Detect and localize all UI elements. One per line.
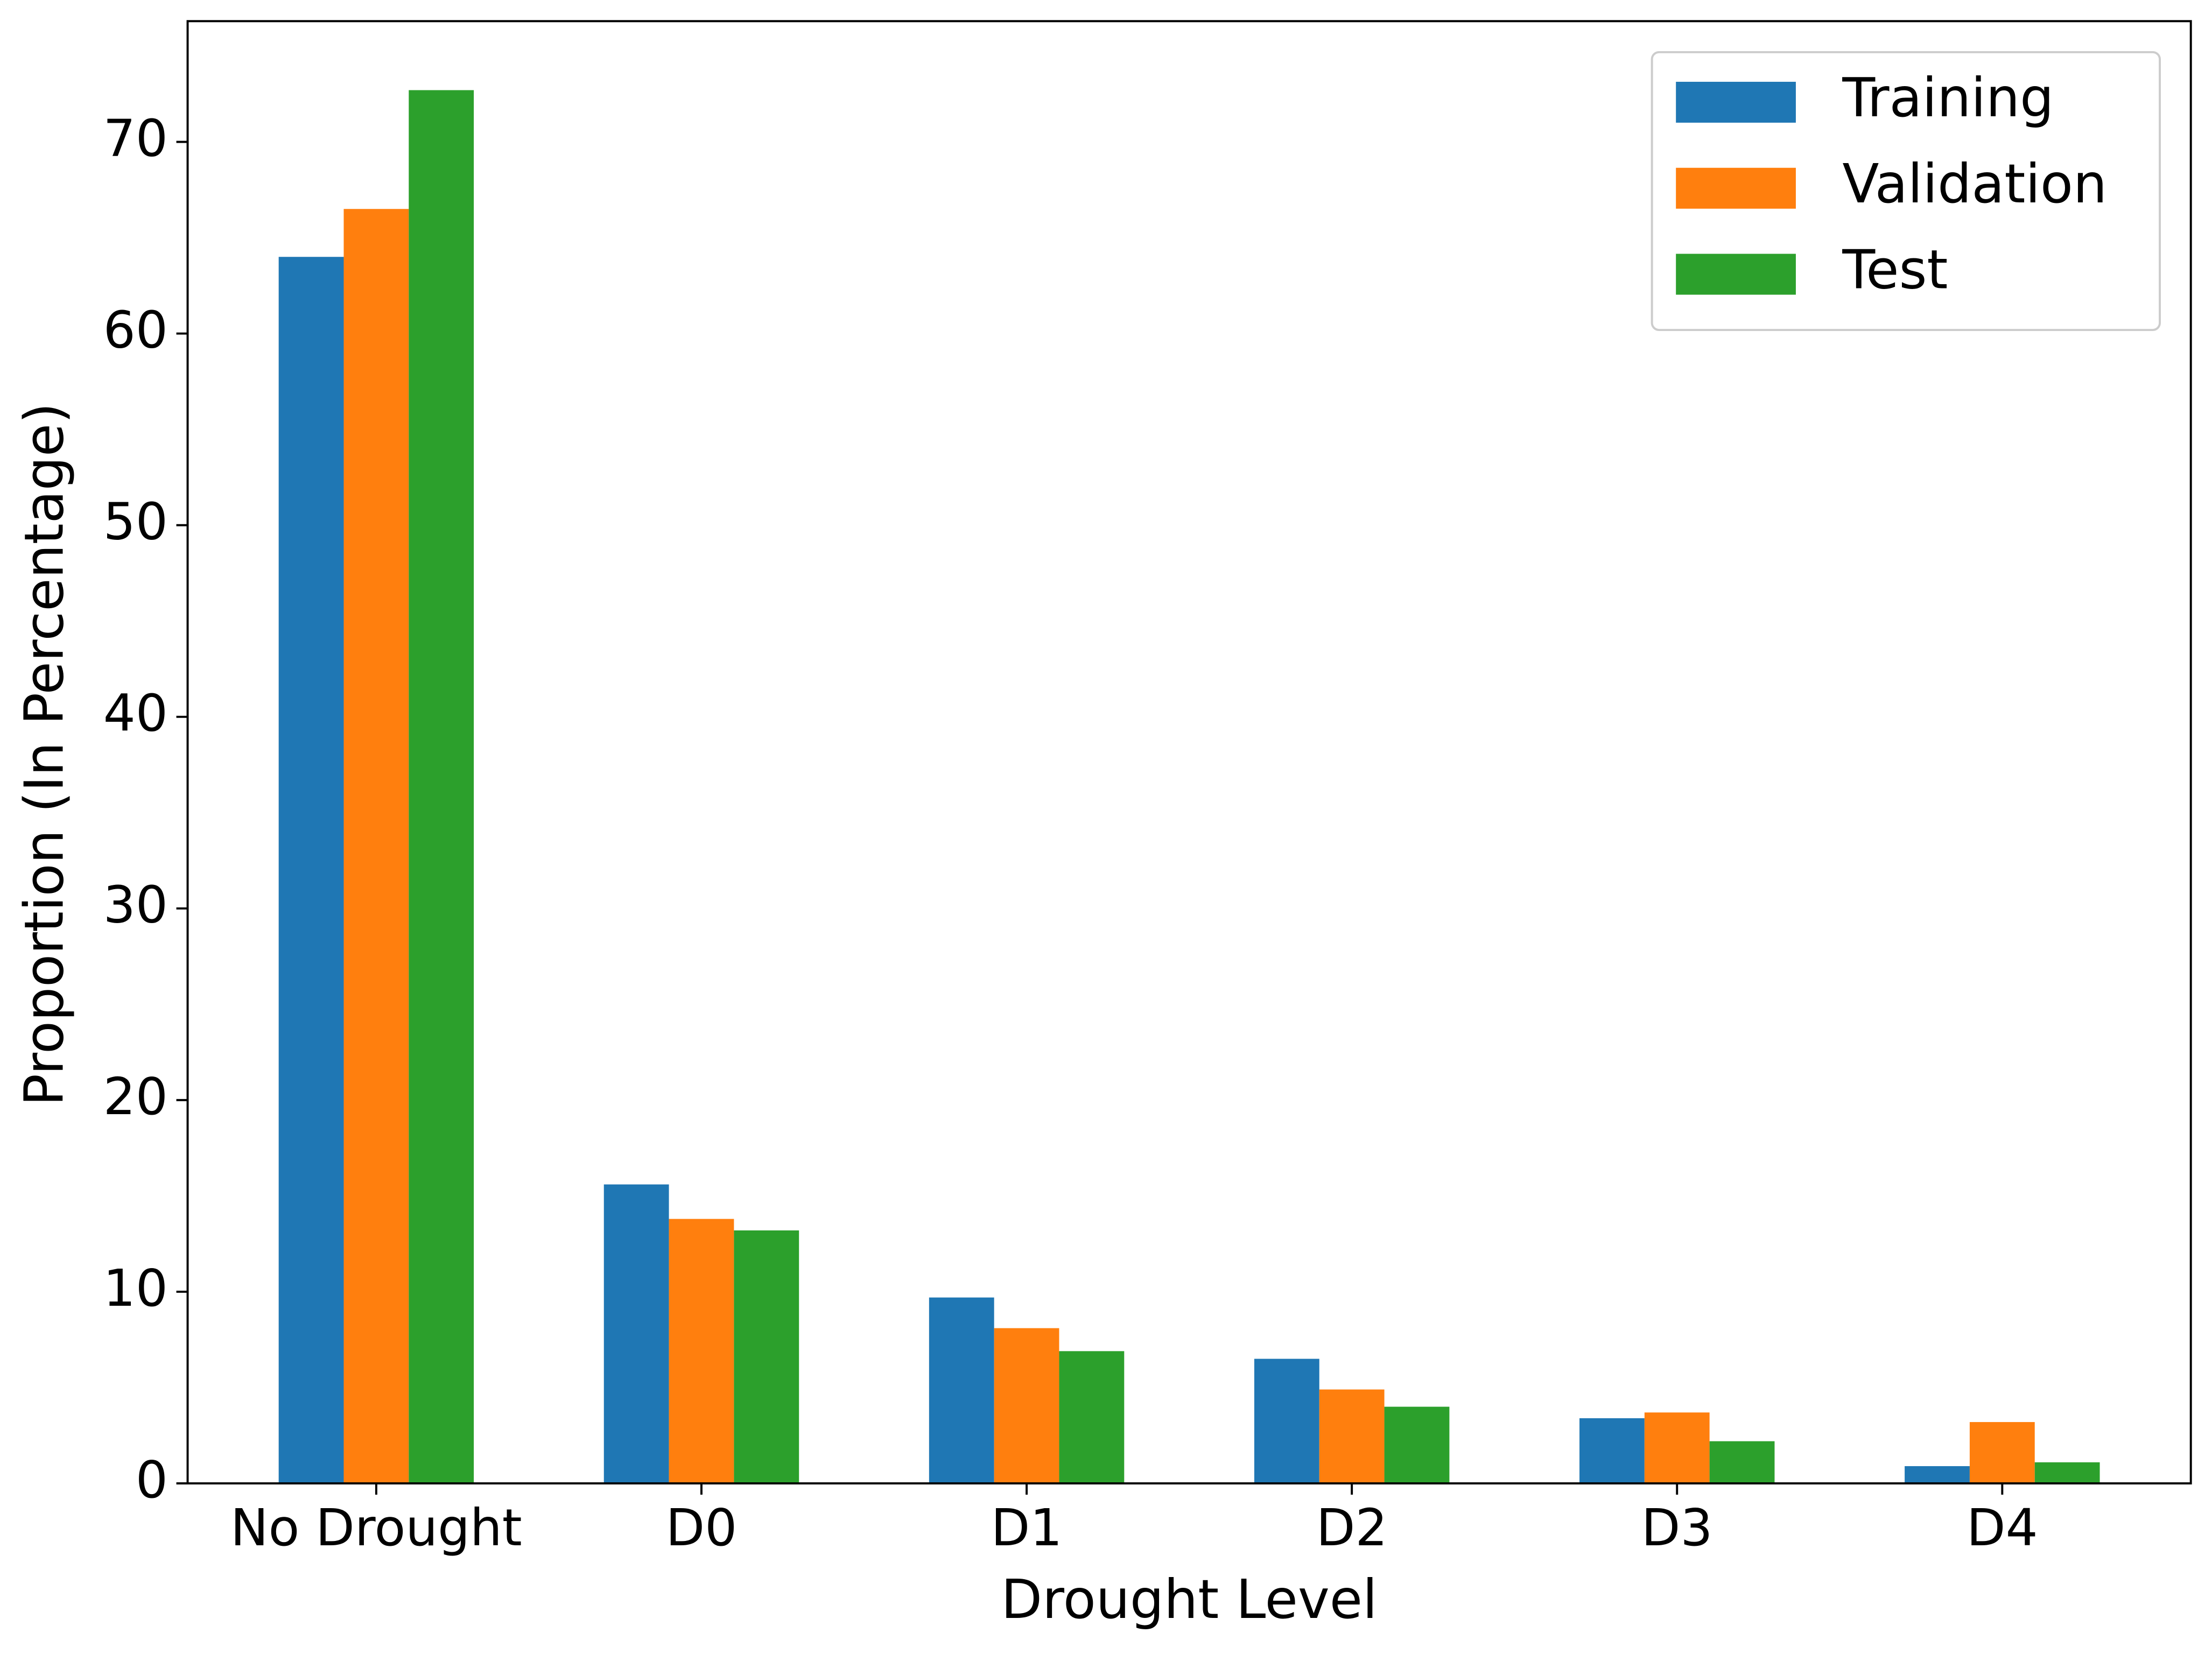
bar	[2034, 1462, 2100, 1484]
y-tick-label: 20	[103, 1067, 168, 1127]
legend: Training Validation Test	[1651, 51, 2161, 331]
bar	[1644, 1412, 1710, 1484]
x-tick-label: D0	[666, 1498, 738, 1558]
legend-swatch	[1676, 254, 1796, 295]
y-tick-label: 60	[103, 301, 168, 360]
x-tick-label: D3	[1641, 1498, 1713, 1558]
y-tick-label: 40	[103, 684, 168, 743]
bar	[278, 257, 344, 1484]
x-tick-label: D4	[1967, 1498, 2038, 1558]
bar	[343, 209, 409, 1484]
bar	[1254, 1359, 1319, 1484]
bar	[603, 1184, 669, 1484]
bar	[1709, 1441, 1775, 1484]
bar	[669, 1219, 734, 1484]
x-tick-label: No Drought	[230, 1498, 522, 1558]
bar	[929, 1297, 994, 1484]
x-axis-label: Drought Level	[1001, 1569, 1377, 1631]
bar	[1969, 1422, 2035, 1484]
legend-label: Test	[1842, 240, 1948, 301]
bar	[1579, 1418, 1645, 1484]
legend-swatch	[1676, 167, 1796, 209]
y-tick-label: 10	[103, 1259, 168, 1318]
y-tick-label: 30	[103, 876, 168, 935]
y-tick-label: 70	[103, 109, 168, 168]
bar	[1905, 1466, 1970, 1484]
bar	[994, 1328, 1059, 1484]
plot-frame	[186, 20, 2192, 1484]
legend-swatch	[1676, 81, 1796, 123]
legend-label: Validation	[1842, 153, 2107, 215]
bar	[1059, 1351, 1125, 1484]
bar	[734, 1230, 799, 1484]
bar	[1319, 1389, 1385, 1484]
x-tick-label: D1	[991, 1498, 1063, 1558]
y-axis-label: Proportion (In Percentage)	[13, 403, 75, 1106]
x-tick-label: D2	[1316, 1498, 1388, 1558]
y-tick-label: 0	[136, 1451, 168, 1510]
legend-label: Training	[1842, 67, 2054, 129]
y-tick-label: 50	[103, 492, 168, 552]
bar	[1384, 1406, 1450, 1484]
bar	[409, 90, 474, 1484]
